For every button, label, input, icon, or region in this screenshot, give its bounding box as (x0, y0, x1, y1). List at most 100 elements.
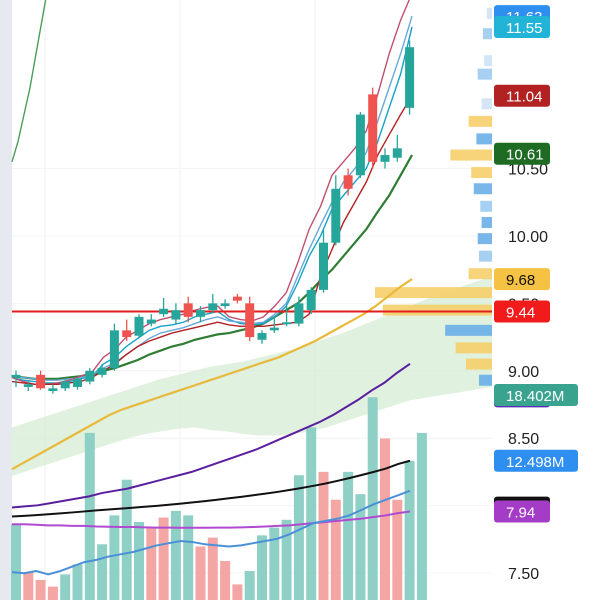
volume-bar (306, 427, 317, 600)
volume-profile (375, 7, 492, 386)
candle-body (380, 155, 390, 162)
volume-bar (318, 471, 329, 600)
moving-average-line (11, 15, 413, 381)
volume-bar (257, 535, 267, 600)
candle-body (146, 319, 156, 324)
candle-body (171, 310, 181, 320)
moving-average-line (11, 0, 47, 162)
volume-bar (330, 499, 341, 600)
volume-bar (232, 584, 243, 600)
profile-bar (479, 374, 492, 386)
volume-bar (134, 522, 144, 600)
candle-body (232, 296, 242, 301)
candle-body (109, 330, 119, 369)
volume-bar (207, 537, 218, 600)
volume-average-line (11, 489, 411, 576)
profile-bar (445, 324, 492, 336)
candle-body (196, 310, 205, 317)
price-tag: 9.68 (506, 272, 535, 289)
profile-bar (471, 167, 492, 179)
candle-body (36, 374, 46, 389)
cloud-area (12, 276, 492, 476)
volume-tag: 12.498M (506, 454, 564, 471)
volume-average-line (11, 459, 411, 518)
profile-bar (479, 250, 492, 262)
left-scroll-edge (0, 0, 12, 600)
candle-body (97, 368, 107, 375)
candle-body (73, 378, 82, 387)
volume-bar (367, 397, 378, 600)
candle-body (355, 114, 365, 176)
price-tag-bg (494, 15, 550, 38)
moving-average-line (11, 278, 413, 471)
volume-bar (195, 546, 206, 600)
volume-tag: 18.402M (506, 388, 564, 405)
candle-body (85, 370, 95, 382)
volume-bar (11, 524, 21, 600)
candle-body (134, 316, 144, 336)
volume-average-line (12, 510, 411, 529)
profile-bar (477, 68, 492, 80)
volume-bar (293, 475, 304, 600)
candlesticks[interactable] (11, 40, 415, 394)
profile-bar (450, 149, 492, 161)
volume-bar (158, 517, 169, 600)
candle-body (257, 333, 267, 340)
volume-tag-bg (494, 500, 550, 523)
candle-body (48, 388, 58, 392)
volume-bar (35, 579, 46, 600)
volume-bar (220, 561, 231, 600)
price-tag: 10.61 (506, 147, 544, 164)
volume-bar (97, 544, 108, 600)
volume-bar (392, 499, 403, 600)
y-tick-label: 7.50 (508, 566, 539, 583)
candle-body (60, 381, 70, 389)
candle-body (331, 188, 341, 243)
candle-body (294, 303, 304, 324)
profile-bar (476, 133, 492, 145)
profile-bar (382, 304, 492, 316)
volume-bar (404, 460, 415, 600)
volume-bar (47, 586, 58, 600)
price-tag-bg (494, 142, 550, 165)
volume-bar (183, 515, 194, 600)
price-tag: 11.55 (506, 20, 542, 37)
price-tag: 11.04 (506, 89, 542, 106)
candle-body (245, 303, 255, 338)
price-tag-bg (494, 84, 550, 107)
volume-averages (11, 363, 411, 576)
candle-body (319, 242, 328, 290)
volume-bar (380, 438, 390, 600)
profile-bar (468, 115, 492, 127)
volume-bar (23, 572, 34, 600)
profile-bar (480, 200, 492, 212)
profile-bar (481, 98, 492, 110)
ichimoku-cloud (12, 276, 492, 476)
profile-bar (375, 287, 492, 299)
profile-bar (473, 183, 492, 195)
volume-bar (84, 432, 95, 600)
volume-bar (121, 479, 132, 600)
price-tag-bg (494, 268, 550, 291)
y-tick-label: 10.50 (508, 162, 548, 179)
volume-bar (343, 471, 354, 600)
volume-bar (72, 564, 83, 600)
moving-average-line (11, 0, 410, 385)
candle-body (23, 384, 33, 387)
y-tick-label: 10.00 (508, 229, 548, 246)
price-tags: 11.6311.5511.0410.619.689.448.8118.402M8… (494, 5, 578, 523)
volume-bar (269, 527, 280, 600)
volume-bar (109, 515, 120, 600)
candle-body (306, 289, 316, 311)
volume-bar (244, 571, 255, 600)
y-tick-label: 8.50 (508, 431, 539, 448)
candle-body (208, 303, 218, 311)
candle-body (159, 308, 169, 315)
y-tick-label: 9.00 (508, 364, 539, 381)
volume-bar (146, 527, 157, 600)
volume-average-line (11, 363, 411, 509)
candle-body (183, 303, 193, 317)
candle-body (220, 303, 230, 307)
volume-tag-bg (494, 449, 578, 472)
